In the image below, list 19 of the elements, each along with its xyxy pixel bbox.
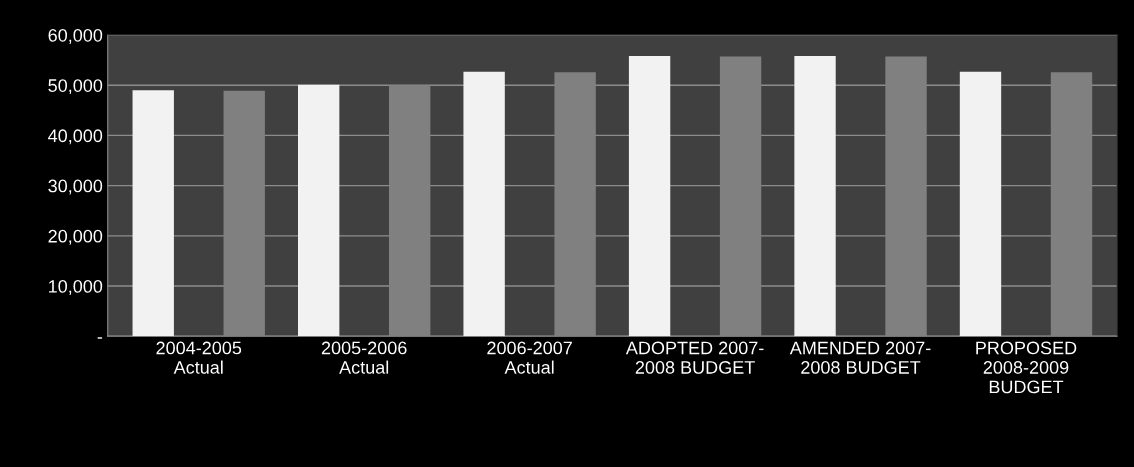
y-tick-label: - [97, 337, 103, 339]
bar [628, 56, 671, 337]
y-tick-label: 30,000 [48, 179, 103, 195]
bar [298, 84, 340, 337]
x-tick-label: 2006-2007 Actual [487, 341, 572, 374]
x-tick-label: 2004-2005 Actual [156, 341, 242, 374]
x-tick-label: 2005-2006 Actual [321, 341, 407, 374]
y-tick-label: 40,000 [48, 129, 103, 145]
x-tick-label: ADOPTED 2007- 2008 BUDGET [625, 341, 764, 374]
bar [463, 71, 505, 337]
y-tick-label: 50,000 [48, 79, 103, 95]
y-tick-label: 60,000 [48, 28, 103, 44]
y-tick-label: 10,000 [49, 279, 103, 295]
bar [794, 56, 836, 337]
x-tick-label: PROPOSED 2008-2009 BUDGET [976, 341, 1077, 394]
y-tick-label: 20,000 [48, 229, 103, 245]
bar [959, 71, 1002, 337]
x-tick-label: AMENDED 2007- 2008 BUDGET [789, 341, 931, 374]
bar [132, 90, 174, 337]
